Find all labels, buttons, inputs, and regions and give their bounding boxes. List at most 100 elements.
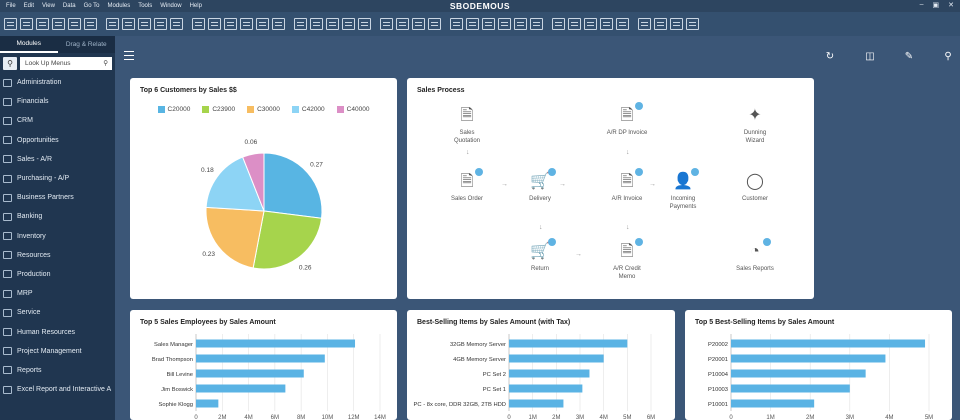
lock-icon[interactable] bbox=[396, 18, 409, 30]
bar[interactable] bbox=[196, 339, 356, 348]
bar[interactable] bbox=[196, 399, 219, 408]
sidebar-item-opportunities[interactable]: Opportunities bbox=[0, 131, 115, 150]
close-icon[interactable]: ✕ bbox=[948, 2, 954, 9]
bar[interactable] bbox=[731, 354, 886, 363]
layout-icon[interactable] bbox=[584, 18, 597, 30]
process-node-delivery[interactable]: 🛒 Delivery bbox=[510, 168, 570, 204]
bar[interactable] bbox=[509, 354, 604, 363]
process-node-a-r-invoice[interactable]: 🗎 A/R Invoice bbox=[597, 168, 657, 204]
process-node-incoming-payments[interactable]: 👤 Incoming Payments bbox=[653, 168, 713, 211]
bar[interactable] bbox=[509, 384, 583, 393]
next-record-icon[interactable] bbox=[170, 18, 183, 30]
tab-modules[interactable]: Modules bbox=[0, 36, 58, 53]
print-icon[interactable] bbox=[4, 18, 17, 30]
add-icon[interactable] bbox=[548, 168, 556, 176]
filter-icon[interactable] bbox=[224, 18, 237, 30]
process-node-dunning-wizard[interactable]: ✦ Dunning Wizard bbox=[725, 105, 785, 145]
word-icon[interactable] bbox=[84, 18, 97, 30]
bar[interactable] bbox=[509, 399, 564, 408]
sort-icon[interactable] bbox=[240, 18, 253, 30]
bar[interactable] bbox=[196, 369, 304, 378]
add-icon[interactable] bbox=[635, 238, 643, 246]
edit-icon[interactable]: ✎ bbox=[904, 51, 914, 62]
relationship-icon[interactable] bbox=[294, 18, 307, 30]
search-input[interactable]: Look Up Menus ⚲ bbox=[20, 56, 112, 70]
restore-icon[interactable]: ▣ bbox=[932, 2, 940, 9]
dashboard-icon[interactable] bbox=[552, 18, 565, 30]
base-doc-icon[interactable] bbox=[256, 18, 269, 30]
add-icon[interactable] bbox=[635, 102, 643, 110]
first-record-icon[interactable] bbox=[138, 18, 151, 30]
bar[interactable] bbox=[731, 399, 815, 408]
hamburger-menu-icon[interactable] bbox=[124, 51, 134, 60]
calculator-icon[interactable] bbox=[466, 18, 479, 30]
add-icon[interactable] bbox=[635, 168, 643, 176]
menu-item-go-to[interactable]: Go To bbox=[83, 3, 100, 9]
excel-icon[interactable] bbox=[68, 18, 81, 30]
payment-means-icon[interactable] bbox=[326, 18, 339, 30]
bar[interactable] bbox=[196, 384, 286, 393]
sidebar-item-production[interactable]: Production bbox=[0, 265, 115, 284]
prev-record-icon[interactable] bbox=[154, 18, 167, 30]
sidebar-item-human-resources[interactable]: Human Resources bbox=[0, 322, 115, 341]
pie-slice-c20000[interactable] bbox=[263, 152, 323, 219]
sidebar-item-sales-a-r[interactable]: Sales - A/R bbox=[0, 150, 115, 169]
sidebar-item-resources[interactable]: Resources bbox=[0, 246, 115, 265]
link-icon[interactable] bbox=[670, 18, 683, 30]
chart-icon[interactable] bbox=[568, 18, 581, 30]
process-node-a-r-dp-invoice[interactable]: 🗎 A/R DP Invoice bbox=[597, 102, 657, 138]
search-options-icon[interactable]: ⚲ bbox=[3, 56, 17, 70]
add-icon[interactable] bbox=[763, 238, 771, 246]
refresh-icon[interactable]: ↻ bbox=[825, 51, 835, 62]
menu-item-help[interactable]: Help bbox=[189, 3, 202, 9]
menu-item-file[interactable]: File bbox=[6, 3, 16, 9]
add-icon[interactable] bbox=[548, 238, 556, 246]
sidebar-item-inventory[interactable]: Inventory bbox=[0, 227, 115, 246]
menu-item-tools[interactable]: Tools bbox=[138, 3, 153, 9]
form-settings-icon[interactable] bbox=[514, 18, 527, 30]
query-icon[interactable] bbox=[498, 18, 511, 30]
gross-profit-icon[interactable] bbox=[310, 18, 323, 30]
pie-slice-c30000[interactable] bbox=[205, 206, 265, 269]
sidebar-item-mrp[interactable]: MRP bbox=[0, 284, 115, 303]
add-icon[interactable] bbox=[691, 168, 699, 176]
menu-item-data[interactable]: Data bbox=[62, 3, 76, 9]
bar[interactable] bbox=[731, 384, 850, 393]
search-icon[interactable]: ⚲ bbox=[103, 60, 108, 67]
sidebar-item-reports[interactable]: Reports bbox=[0, 361, 115, 380]
menu-item-modules[interactable]: Modules bbox=[107, 3, 131, 9]
menu-item-window[interactable]: Window bbox=[160, 3, 182, 9]
settings-icon[interactable] bbox=[380, 18, 393, 30]
add-icon[interactable] bbox=[475, 168, 483, 176]
tab-drag-relate[interactable]: Drag & Relate bbox=[65, 41, 107, 48]
pie-slice-c40000[interactable] bbox=[242, 152, 265, 212]
calendar-icon[interactable] bbox=[358, 18, 371, 30]
wizard-icon[interactable] bbox=[638, 18, 651, 30]
pie-slice-c23900[interactable] bbox=[252, 210, 323, 270]
process-node-sales-order[interactable]: 🗎 Sales Order bbox=[437, 168, 497, 204]
process-node-return[interactable]: 🛒 Return bbox=[510, 238, 570, 274]
widget-gallery-icon[interactable]: ◫ bbox=[865, 51, 875, 62]
sidebar-item-project-management[interactable]: Project Management bbox=[0, 342, 115, 361]
pie-slice-c42000[interactable] bbox=[205, 156, 265, 212]
sidebar-item-crm[interactable]: CRM bbox=[0, 111, 115, 130]
sidebar-item-banking[interactable]: Banking bbox=[0, 207, 115, 226]
minimize-icon[interactable]: – bbox=[919, 1, 924, 8]
attachment-icon[interactable] bbox=[412, 18, 425, 30]
bar[interactable] bbox=[731, 369, 866, 378]
preview-icon[interactable] bbox=[20, 18, 33, 30]
export-icon[interactable] bbox=[52, 18, 65, 30]
inbox-icon[interactable] bbox=[600, 18, 613, 30]
report-icon[interactable] bbox=[530, 18, 543, 30]
search-icon[interactable]: ⚲ bbox=[944, 51, 952, 62]
menu-item-edit[interactable]: Edit bbox=[23, 3, 35, 9]
bar[interactable] bbox=[731, 339, 926, 348]
add-icon[interactable] bbox=[122, 18, 135, 30]
sidebar-item-administration[interactable]: Administration bbox=[0, 73, 115, 92]
sidebar-item-purchasing-a-p[interactable]: Purchasing - A/P bbox=[0, 169, 115, 188]
sidebar-item-excel-report-and-interactive-a[interactable]: Excel Report and Interactive A bbox=[0, 380, 115, 399]
sidebar-item-financials[interactable]: Financials bbox=[0, 92, 115, 111]
sidebar-item-service[interactable]: Service bbox=[0, 303, 115, 322]
sidebar-item-business-partners[interactable]: Business Partners bbox=[0, 188, 115, 207]
menu-item-view[interactable]: View bbox=[42, 3, 55, 9]
